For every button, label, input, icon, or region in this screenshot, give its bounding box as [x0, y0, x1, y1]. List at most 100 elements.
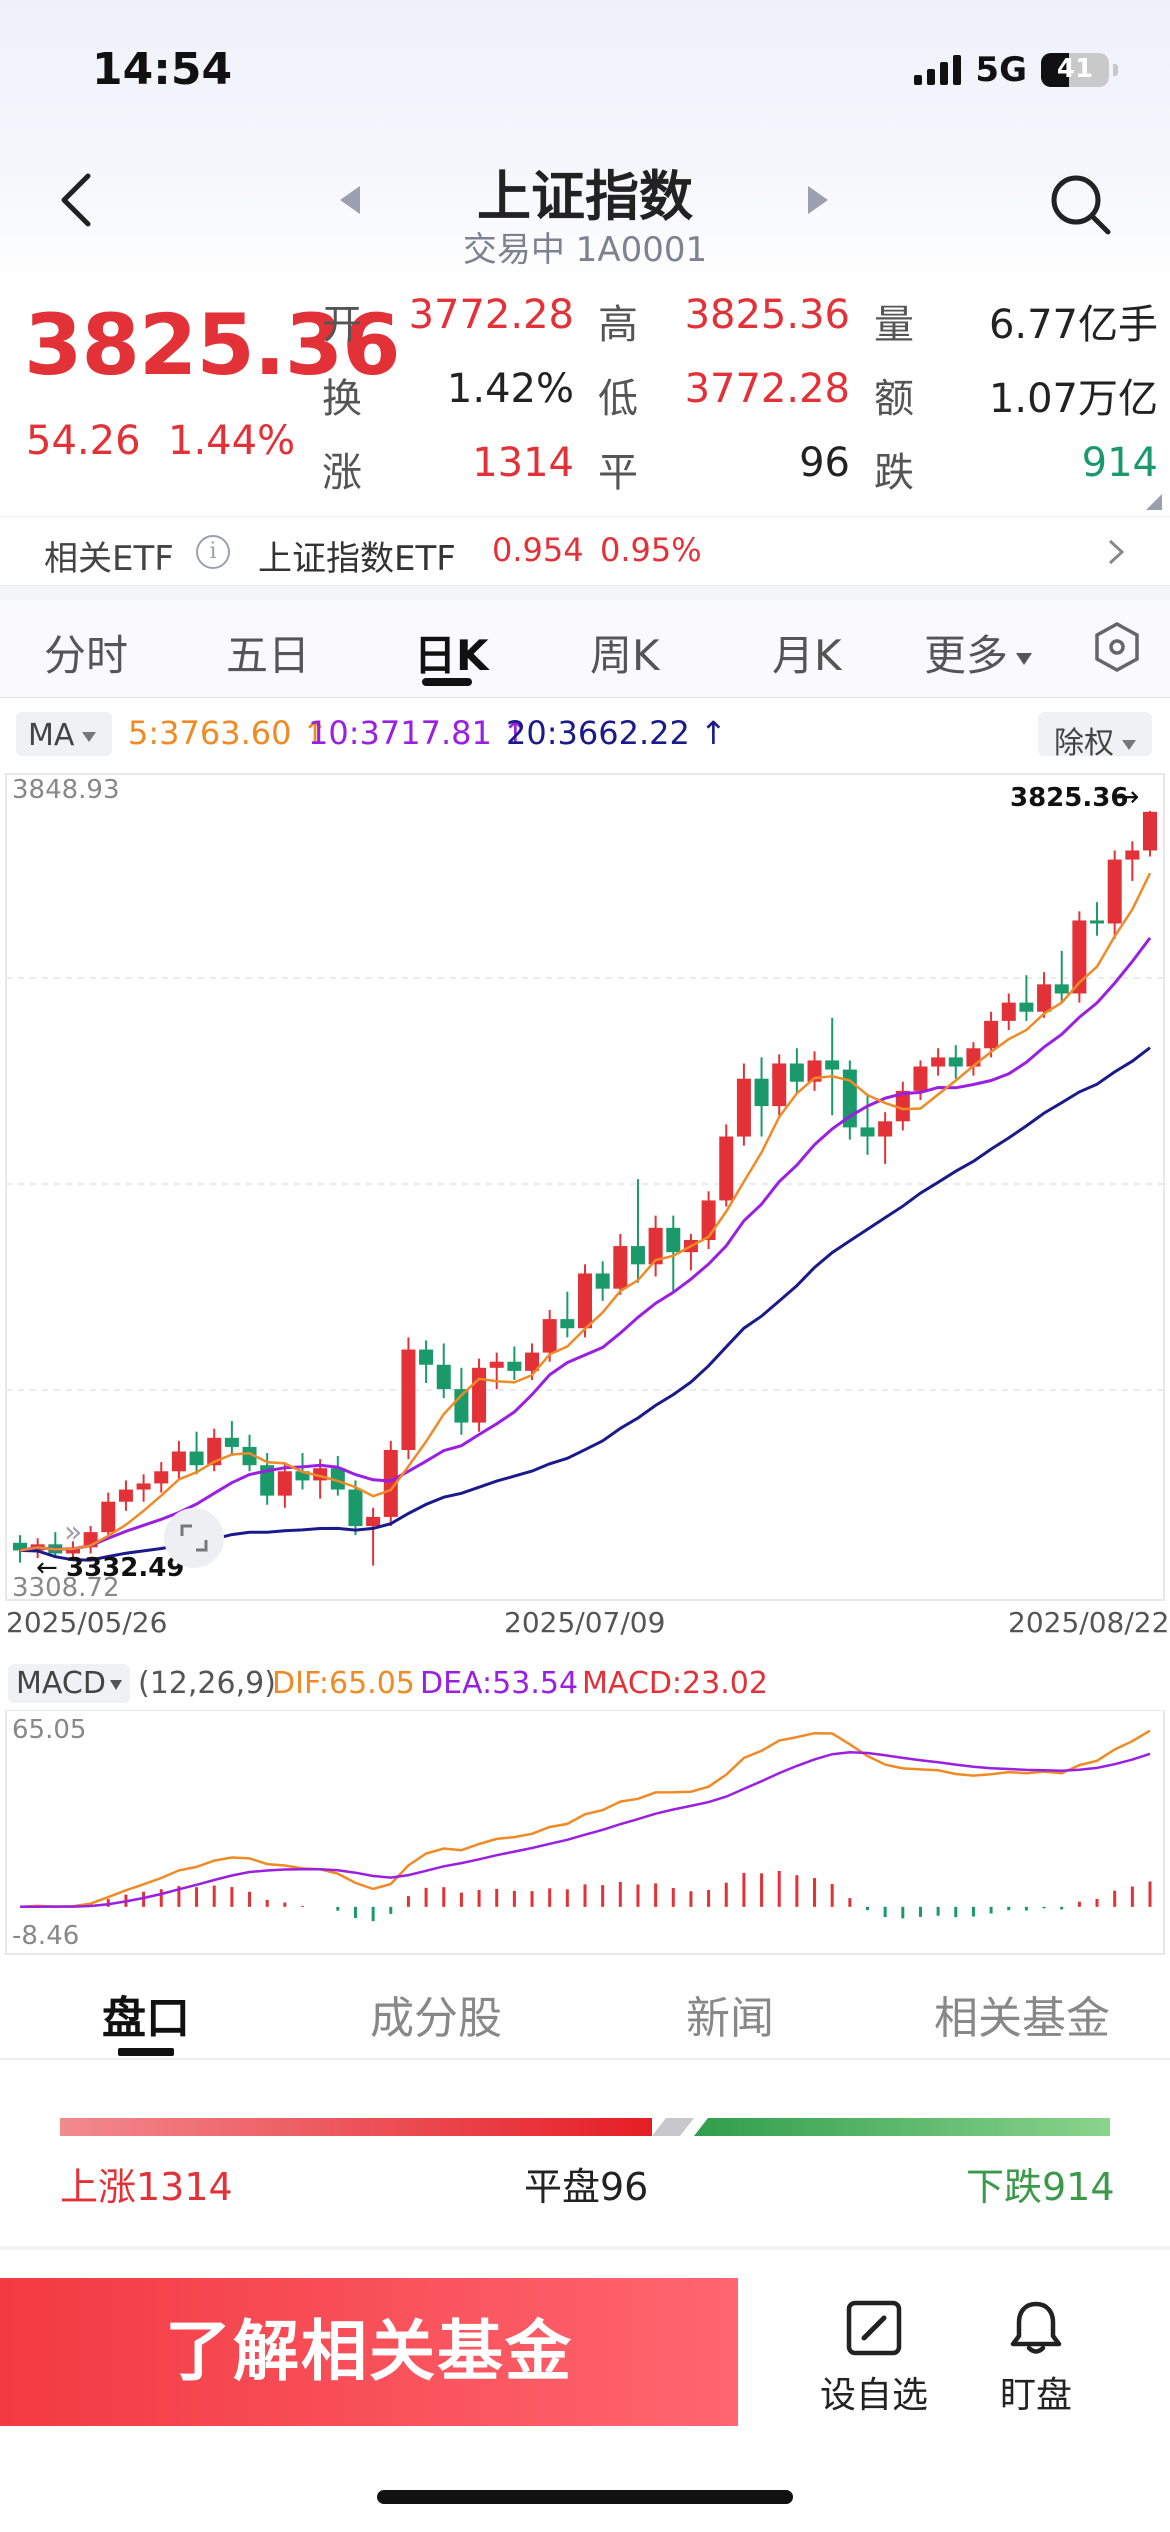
- open-value: 3772.28: [408, 292, 574, 338]
- candle-body: [1125, 850, 1140, 860]
- turnover-value: 1.42%: [446, 366, 574, 412]
- info-icon[interactable]: i: [196, 535, 230, 569]
- candle-body: [136, 1483, 151, 1490]
- expand-chart-icon: [164, 1508, 224, 1568]
- tab-intraday[interactable]: 分时: [44, 631, 129, 680]
- tab-news[interactable]: 新闻: [686, 1993, 774, 2044]
- candle-body: [348, 1489, 363, 1527]
- detail-tabs: 盘口 成分股 新闻 相关基金: [0, 1968, 1170, 2060]
- candle-body: [401, 1349, 416, 1450]
- page-title: 上证指数: [477, 165, 693, 228]
- section-gap: [0, 586, 1170, 600]
- candle-body: [1072, 920, 1087, 994]
- candle-body: [154, 1471, 169, 1484]
- tab-related-funds[interactable]: 相关基金: [934, 1993, 1110, 2044]
- candle-body: [772, 1063, 787, 1107]
- back-icon[interactable]: [56, 170, 96, 230]
- kline-grid: [5, 773, 1165, 1601]
- status-indicators: 5G 41: [914, 50, 1118, 90]
- candle-body: [207, 1437, 222, 1466]
- candle-body: [330, 1468, 345, 1490]
- candle-body: [1090, 920, 1105, 924]
- breadth-flat-label: 平盘96: [524, 2165, 649, 2209]
- kline-chart[interactable]: 3848.93 3308.72 3825.36 → ← 3332.49 » 20…: [0, 772, 1170, 1652]
- candle-body: [948, 1057, 963, 1067]
- network-label: 5G: [975, 50, 1027, 90]
- expand-quote-icon[interactable]: [1146, 494, 1162, 510]
- header-background: [0, 0, 1170, 290]
- candle-body: [578, 1273, 592, 1329]
- search-icon[interactable]: [1048, 172, 1114, 238]
- low-label: 低: [598, 376, 638, 422]
- tab-weekly-k[interactable]: 周K: [590, 631, 660, 680]
- candle-body: [383, 1449, 398, 1517]
- macd-dea: DEA:53.54: [420, 1666, 579, 1701]
- tab-handicap[interactable]: 盘口: [102, 1993, 190, 2044]
- tab-more[interactable]: 更多: [924, 622, 1033, 683]
- candle-body: [436, 1364, 451, 1390]
- adjust-selector-label: 除权: [1054, 726, 1114, 761]
- macd-chart[interactable]: 65.05 -8.46: [0, 1710, 1170, 1956]
- candle-body: [507, 1361, 522, 1371]
- ma5-line: [19, 872, 1152, 1552]
- candle-body: [984, 1020, 999, 1049]
- chevron-right-icon: [1108, 539, 1125, 565]
- date-mid: 2025/07/09: [504, 1606, 665, 1639]
- down-label: 跌: [874, 450, 914, 496]
- battery-icon: 41: [1041, 53, 1109, 87]
- kline-frame: [5, 773, 1165, 1601]
- macd-selector[interactable]: MACD: [8, 1664, 130, 1703]
- signal-icon: [914, 55, 962, 85]
- candle-body: [489, 1361, 504, 1368]
- etf-pct: 0.95%: [600, 531, 702, 569]
- etf-price: 0.954: [492, 531, 584, 569]
- amount-value: 1.07万亿: [988, 376, 1158, 422]
- candle-body: [895, 1090, 910, 1122]
- adjust-selector[interactable]: 除权: [1038, 712, 1152, 761]
- candle-body: [595, 1273, 610, 1289]
- macd-legend: MACD (12,26,9) DIF:65.05 DEA:53.54 MACD:…: [0, 1660, 1170, 1710]
- candle-body: [913, 1066, 928, 1091]
- candle-body: [648, 1227, 663, 1265]
- candle-body: [860, 1127, 875, 1137]
- volume-label: 量: [874, 302, 914, 348]
- battery-tip: [1113, 64, 1118, 76]
- kline-y-max: 3848.93: [12, 775, 120, 805]
- candle-body: [224, 1437, 239, 1447]
- tab-monthly-k[interactable]: 月K: [772, 631, 842, 680]
- candle-body: [1054, 984, 1069, 994]
- candle-body: [878, 1121, 893, 1137]
- candle-body: [754, 1078, 769, 1107]
- learn-funds-button[interactable]: 了解相关基金: [0, 2278, 738, 2426]
- dea-line: [19, 1750, 1151, 1909]
- add-watchlist-button[interactable]: 设自选: [814, 2298, 934, 2418]
- volume-value: 6.77亿手: [988, 302, 1158, 348]
- related-etf-row[interactable]: 相关ETF i 上证指数ETF 0.954 0.95%: [0, 516, 1170, 586]
- candle-body: [807, 1060, 822, 1082]
- kline-candles: [13, 810, 1157, 1566]
- section-divider: [0, 2246, 1170, 2250]
- tab-constituents[interactable]: 成分股: [370, 1993, 502, 2044]
- macd-top-label: 65.05: [12, 1715, 86, 1745]
- ma10-value: 10:3717.81 ↑: [308, 714, 529, 752]
- tab-five-day[interactable]: 五日: [226, 631, 311, 680]
- ma10-line: [19, 937, 1152, 1552]
- settings-hexagon-icon[interactable]: [1090, 620, 1144, 674]
- monitor-button[interactable]: 盯盘: [986, 2298, 1086, 2418]
- candle-body: [171, 1451, 186, 1472]
- breadth-up-bar: [60, 2118, 652, 2136]
- prev-index-icon[interactable]: [340, 186, 360, 214]
- candle-body: [118, 1489, 133, 1502]
- open-label: 开: [322, 302, 362, 348]
- next-index-icon[interactable]: [808, 186, 828, 214]
- edit-square-icon: [846, 2300, 902, 2356]
- flat-label: 平: [598, 450, 638, 496]
- tab-daily-k[interactable]: 日K: [414, 631, 489, 680]
- candle-body: [13, 1542, 27, 1551]
- tab-underline: [422, 678, 472, 686]
- date-end: 2025/08/22: [1008, 1606, 1169, 1639]
- candle-body: [189, 1451, 204, 1466]
- indicator-selector[interactable]: MA: [16, 712, 112, 756]
- scroll-left-icon: »: [64, 1515, 82, 1550]
- candle-body: [719, 1136, 734, 1201]
